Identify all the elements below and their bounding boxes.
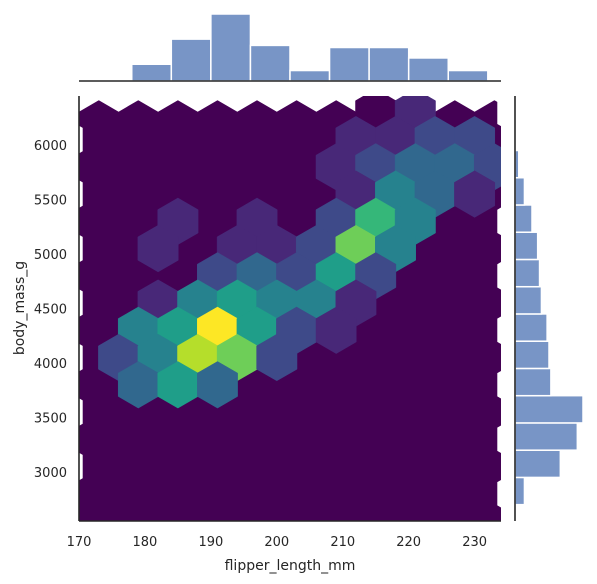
x-axis-label: flipper_length_mm	[225, 558, 356, 574]
hex-gap-right-3	[497, 262, 501, 290]
hex-gap-right-2	[497, 207, 501, 236]
top-hist-bar	[131, 63, 173, 82]
hex-gap-top	[98, 96, 139, 112]
right-hist-bar	[514, 367, 552, 397]
y-tick-label: 3500	[34, 411, 67, 426]
y-tick-labels: 3000 3500 4000 4500 5000 5500 6000	[34, 139, 67, 481]
hex-gap-left-4	[79, 343, 83, 372]
hex-gap-left-6	[79, 452, 83, 481]
right-hist-bar	[514, 449, 562, 479]
hex-gap-left-0	[79, 125, 83, 154]
hex-gap-right-5	[497, 370, 501, 399]
x-tick-label: 190	[198, 535, 223, 550]
top-hist-bar	[447, 69, 489, 82]
right-hist-bar	[514, 231, 539, 261]
hex-gap-right-0	[497, 98, 501, 127]
right-hist-bar	[514, 176, 526, 206]
x-tick-label: 210	[330, 535, 355, 550]
right-marginal-histogram	[514, 96, 584, 521]
hexbin-cells	[79, 96, 501, 508]
hex-cell-14	[454, 170, 496, 218]
x-tick-label: 170	[67, 535, 92, 550]
main-axes	[78, 96, 501, 522]
y-tick-label: 3000	[34, 466, 67, 481]
hexbin-panel: 170 180 190 200 210 220 230 3000 3500 4000 4500 50…	[12, 96, 501, 574]
hex-gap-right-6	[497, 425, 501, 454]
y-tick-label: 5000	[34, 248, 67, 263]
top-hist-bar	[170, 38, 212, 82]
right-hist-bar	[514, 476, 526, 506]
top-marginal-histogram	[79, 13, 501, 82]
hex-gap-top	[79, 96, 100, 112]
x-tick-label: 230	[462, 535, 487, 550]
y-tick-label: 5500	[34, 194, 67, 209]
hex-cell-42	[315, 306, 357, 354]
hex-gap-left-1	[79, 180, 83, 208]
hex-cell-20	[137, 225, 179, 273]
right-hist-bar	[514, 313, 548, 342]
right-hist-bar	[514, 394, 584, 424]
right-hist-bar	[514, 204, 533, 233]
hex-gap-top	[256, 96, 297, 112]
right-hist-bar	[514, 340, 550, 370]
hex-gap-left-3	[79, 289, 83, 317]
hex-gap-top	[454, 96, 495, 112]
x-tick-labels: 170 180 190 200 210 220 230	[67, 535, 487, 550]
y-tick-label: 6000	[34, 139, 67, 154]
hex-gap-top	[296, 96, 337, 112]
top-hist-bar	[407, 57, 449, 82]
top-hist-bar	[289, 69, 331, 82]
hex-cell-47	[256, 333, 298, 382]
hex-gap-right-4	[497, 316, 501, 345]
right-hist-bar	[514, 285, 543, 315]
x-tick-label: 180	[133, 535, 158, 550]
y-axis-label: body_mass_g	[12, 261, 28, 355]
top-hist-bar	[368, 46, 410, 82]
hex-gap-top	[494, 96, 501, 105]
top-hist-bar	[210, 13, 252, 82]
hex-gap-right-7	[497, 479, 501, 508]
y-tick-label: 4000	[34, 357, 67, 372]
hex-cell-50	[197, 361, 238, 409]
hex-gap-top	[137, 96, 179, 112]
y-tick-label: 4500	[34, 303, 67, 318]
hex-gap-left-2	[79, 234, 83, 263]
x-tick-label: 200	[264, 535, 289, 550]
hex-gap-top	[177, 96, 218, 112]
top-hist-bar	[328, 46, 370, 82]
x-tick-label: 220	[396, 535, 421, 550]
right-hist-bar	[514, 422, 579, 451]
right-hist-bar	[514, 258, 541, 288]
hex-gap-top	[217, 96, 258, 112]
top-hist-bar	[249, 44, 291, 82]
hex-gap-left-5	[79, 398, 83, 426]
